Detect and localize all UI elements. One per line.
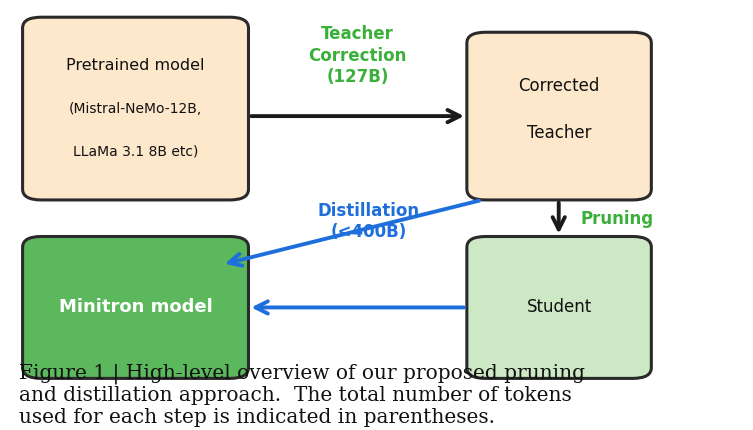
Text: Corrected: Corrected xyxy=(518,77,600,95)
FancyBboxPatch shape xyxy=(467,237,651,378)
Text: and distillation approach.  The total number of tokens: and distillation approach. The total num… xyxy=(19,386,572,405)
Text: Minitron model: Minitron model xyxy=(59,298,212,316)
Text: (Mistral-NeMo-12B,: (Mistral-NeMo-12B, xyxy=(69,101,202,116)
FancyBboxPatch shape xyxy=(23,237,248,378)
Text: used for each step is indicated in parentheses.: used for each step is indicated in paren… xyxy=(19,408,495,427)
Text: Teacher: Teacher xyxy=(527,124,591,142)
Text: Pretrained model: Pretrained model xyxy=(66,58,205,73)
Text: LLaMa 3.1 8B etc): LLaMa 3.1 8B etc) xyxy=(73,144,198,159)
Text: Figure 1 | High-level overview of our proposed pruning: Figure 1 | High-level overview of our pr… xyxy=(19,363,585,384)
Text: Pruning: Pruning xyxy=(581,210,654,228)
Text: Teacher
Correction
(127B): Teacher Correction (127B) xyxy=(309,25,407,86)
Text: Distillation
(<400B): Distillation (<400B) xyxy=(318,202,420,241)
Text: Student: Student xyxy=(526,298,592,316)
FancyBboxPatch shape xyxy=(23,17,248,200)
FancyBboxPatch shape xyxy=(467,32,651,200)
